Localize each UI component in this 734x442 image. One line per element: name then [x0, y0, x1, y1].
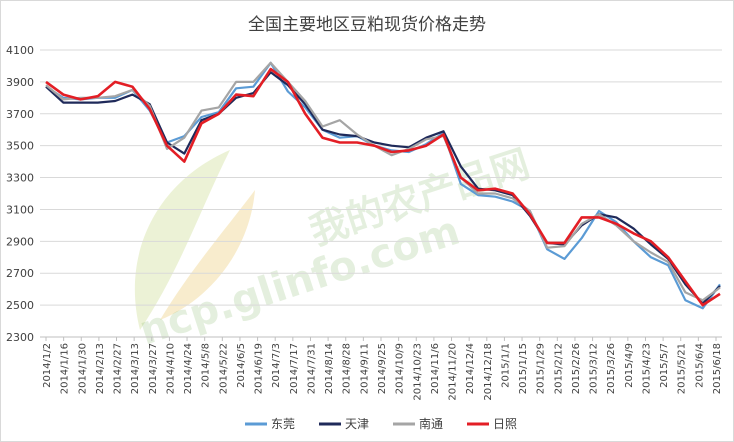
legend-label: 天津 — [345, 417, 369, 431]
x-tick-label: 2015/5/7 — [659, 343, 670, 388]
series-line-2 — [45, 71, 721, 305]
y-tick-label: 3900 — [6, 76, 34, 89]
x-tick-label: 2014/4/24 — [183, 343, 194, 394]
series-lines — [45, 61, 721, 310]
y-axis: 2300 2500 2700 2900 3100 3300 3500 3700 3900 4100 — [6, 44, 34, 344]
x-tick-label: 2014/4/10 — [165, 343, 176, 394]
x-tick-label: 2014/11/6 — [430, 343, 441, 394]
y-tick-label: 3300 — [6, 172, 34, 185]
x-tick-label: 2015/6/18 — [712, 343, 723, 394]
x-tick-label: 2014/1/16 — [60, 343, 71, 394]
x-tick-label: 2015/3/12 — [589, 343, 600, 394]
x-tick-label: 2015/4/23 — [641, 343, 652, 394]
x-axis: 2014/1/2 2014/1/16 2014/1/30 2014/2/13 2014/… — [42, 337, 723, 401]
y-tick-label: 3100 — [6, 203, 34, 216]
y-tick-label: 2300 — [6, 331, 34, 344]
y-tick-label: 3700 — [6, 108, 34, 121]
legend: 东莞 天津 南通 日照 — [245, 416, 517, 431]
x-tick-label: 2014/9/25 — [377, 343, 388, 394]
y-tick-label: 2700 — [6, 267, 34, 280]
x-tick-label: 2014/10/9 — [395, 343, 406, 394]
legend-label: 东莞 — [271, 417, 295, 431]
x-tick-label: 2014/3/27 — [148, 343, 159, 394]
x-tick-label: 2014/9/11 — [359, 343, 370, 394]
x-tick-label: 2014/2/13 — [95, 343, 106, 394]
x-tick-label: 2015/2/26 — [571, 343, 582, 394]
x-tick-label: 2014/7/31 — [306, 343, 317, 394]
x-tick-label: 2015/6/4 — [694, 343, 705, 388]
x-tick-label: 2014/1/2 — [42, 343, 53, 388]
x-tick-label: 2014/3/13 — [130, 343, 141, 394]
legend-label: 日照 — [493, 417, 517, 431]
watermark-leaf-shape — [134, 150, 230, 330]
y-tick-label: 3500 — [6, 140, 34, 153]
y-tick-label: 4100 — [6, 44, 34, 57]
x-tick-label: 2014/12/18 — [483, 343, 494, 401]
x-tick-label: 2015/5/21 — [677, 343, 688, 394]
x-tick-label: 2014/6/19 — [254, 343, 265, 394]
x-tick-label: 2014/10/23 — [412, 343, 423, 401]
x-tick-label: 2014/2/27 — [113, 343, 124, 394]
y-tick-label: 2500 — [6, 299, 34, 312]
watermark-wheat-shape — [160, 190, 255, 320]
series-line-4 — [45, 67, 721, 307]
x-tick-label: 2014/6/5 — [236, 343, 247, 388]
x-tick-label: 2015/1/15 — [518, 343, 529, 394]
x-tick-label: 2014/7/17 — [289, 343, 300, 394]
x-tick-label: 2014/7/3 — [271, 343, 282, 388]
x-tick-label: 2015/2/12 — [553, 343, 564, 394]
x-tick-label: 2015/1/29 — [536, 343, 547, 394]
x-tick-label: 2014/12/4 — [465, 343, 476, 394]
legend-label: 南通 — [419, 416, 443, 431]
x-tick-label: 2014/1/30 — [77, 343, 88, 394]
x-tick-label: 2015/1/1 — [500, 343, 511, 388]
y-tick-label: 2900 — [6, 235, 34, 248]
x-tick-label: 2014/8/28 — [342, 343, 353, 394]
x-tick-label: 2015/4/9 — [624, 343, 635, 388]
x-tick-label: 2015/3/26 — [606, 343, 617, 394]
chart-title: 全国主要地区豆粕现货价格走势 — [248, 15, 486, 35]
x-tick-label: 2014/8/14 — [324, 343, 335, 394]
x-tick-label: 2014/5/22 — [218, 343, 229, 394]
x-tick-label: 2014/11/20 — [448, 343, 459, 401]
x-tick-label: 2014/5/8 — [201, 343, 212, 388]
